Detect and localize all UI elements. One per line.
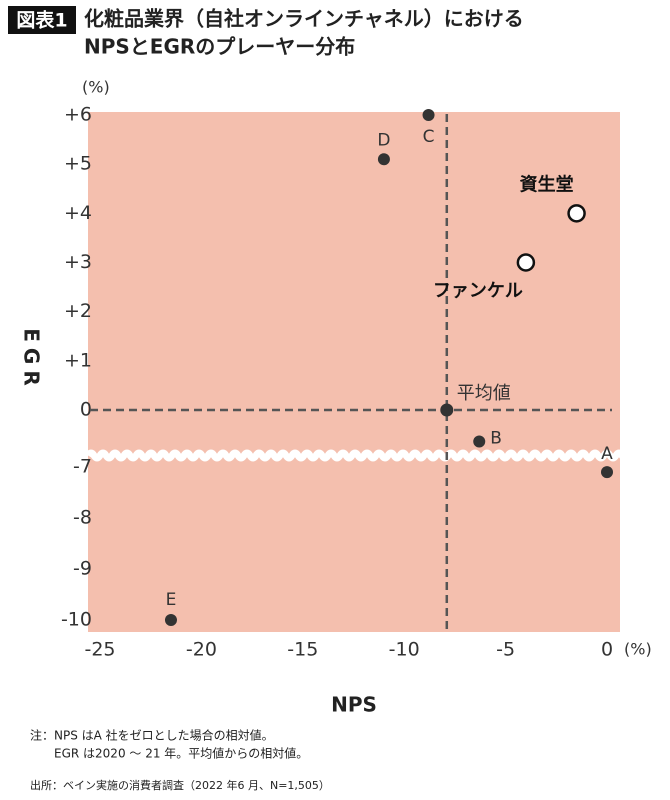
x-tick-label: -5 bbox=[496, 639, 515, 661]
point bbox=[567, 204, 586, 223]
y-tick-label: -10 bbox=[61, 609, 92, 631]
point-label: E bbox=[166, 590, 177, 610]
point bbox=[473, 435, 486, 448]
note: 注：NPS はA 社をゼロとした場合の相対値。 bbox=[30, 728, 274, 743]
x-unit: (%) bbox=[624, 640, 652, 659]
point bbox=[516, 253, 536, 272]
source: 出所：ベイン実施の消費者調査（2022 年6 月、N=1,505） bbox=[30, 778, 330, 792]
x-tick-label: -15 bbox=[287, 639, 318, 661]
point bbox=[601, 466, 613, 479]
average-label: 平均値 bbox=[457, 383, 511, 404]
y-tick-label: -9 bbox=[73, 558, 92, 580]
y-unit: (%) bbox=[82, 78, 110, 97]
point bbox=[377, 153, 390, 166]
point-label: B bbox=[490, 429, 502, 449]
badge: 図表1 bbox=[16, 9, 67, 32]
point-label: C bbox=[423, 127, 435, 147]
average-point bbox=[440, 403, 454, 417]
x-tick-label: -10 bbox=[389, 639, 420, 661]
x-tick-label: -25 bbox=[84, 639, 115, 661]
x-tick-label: 0 bbox=[601, 639, 613, 661]
note: EGR は2020 ～ 21 年。平均値からの相対値。 bbox=[54, 746, 308, 761]
title: 化粧品業界（自社オンラインチャネル）における bbox=[84, 7, 524, 31]
y-tick-label: +5 bbox=[64, 153, 92, 175]
y-tick-label: +2 bbox=[64, 300, 92, 322]
y-tick-label: +1 bbox=[64, 349, 92, 371]
y-tick-label: +4 bbox=[64, 202, 92, 224]
y-tick-label: +6 bbox=[64, 104, 92, 126]
point-label: 資生堂 bbox=[520, 173, 574, 195]
point bbox=[164, 614, 177, 626]
x-label: NPS bbox=[331, 693, 377, 717]
point-label: ファンケル bbox=[433, 281, 523, 302]
axis-break bbox=[84, 449, 632, 462]
y-label: EGR bbox=[20, 328, 44, 391]
x-tick-label: -20 bbox=[186, 639, 217, 661]
title: NPSとEGRのプレーヤー分布 bbox=[84, 35, 355, 59]
y-tick-label: -8 bbox=[73, 507, 92, 529]
point bbox=[422, 109, 435, 121]
y-tick-label: -7 bbox=[73, 456, 92, 478]
y-tick-label: +3 bbox=[64, 251, 92, 273]
point-label: A bbox=[601, 444, 613, 464]
y-tick-label: 0 bbox=[80, 399, 92, 421]
badge-bg bbox=[8, 6, 76, 34]
plot-area bbox=[88, 112, 620, 632]
point-label: D bbox=[377, 130, 390, 150]
